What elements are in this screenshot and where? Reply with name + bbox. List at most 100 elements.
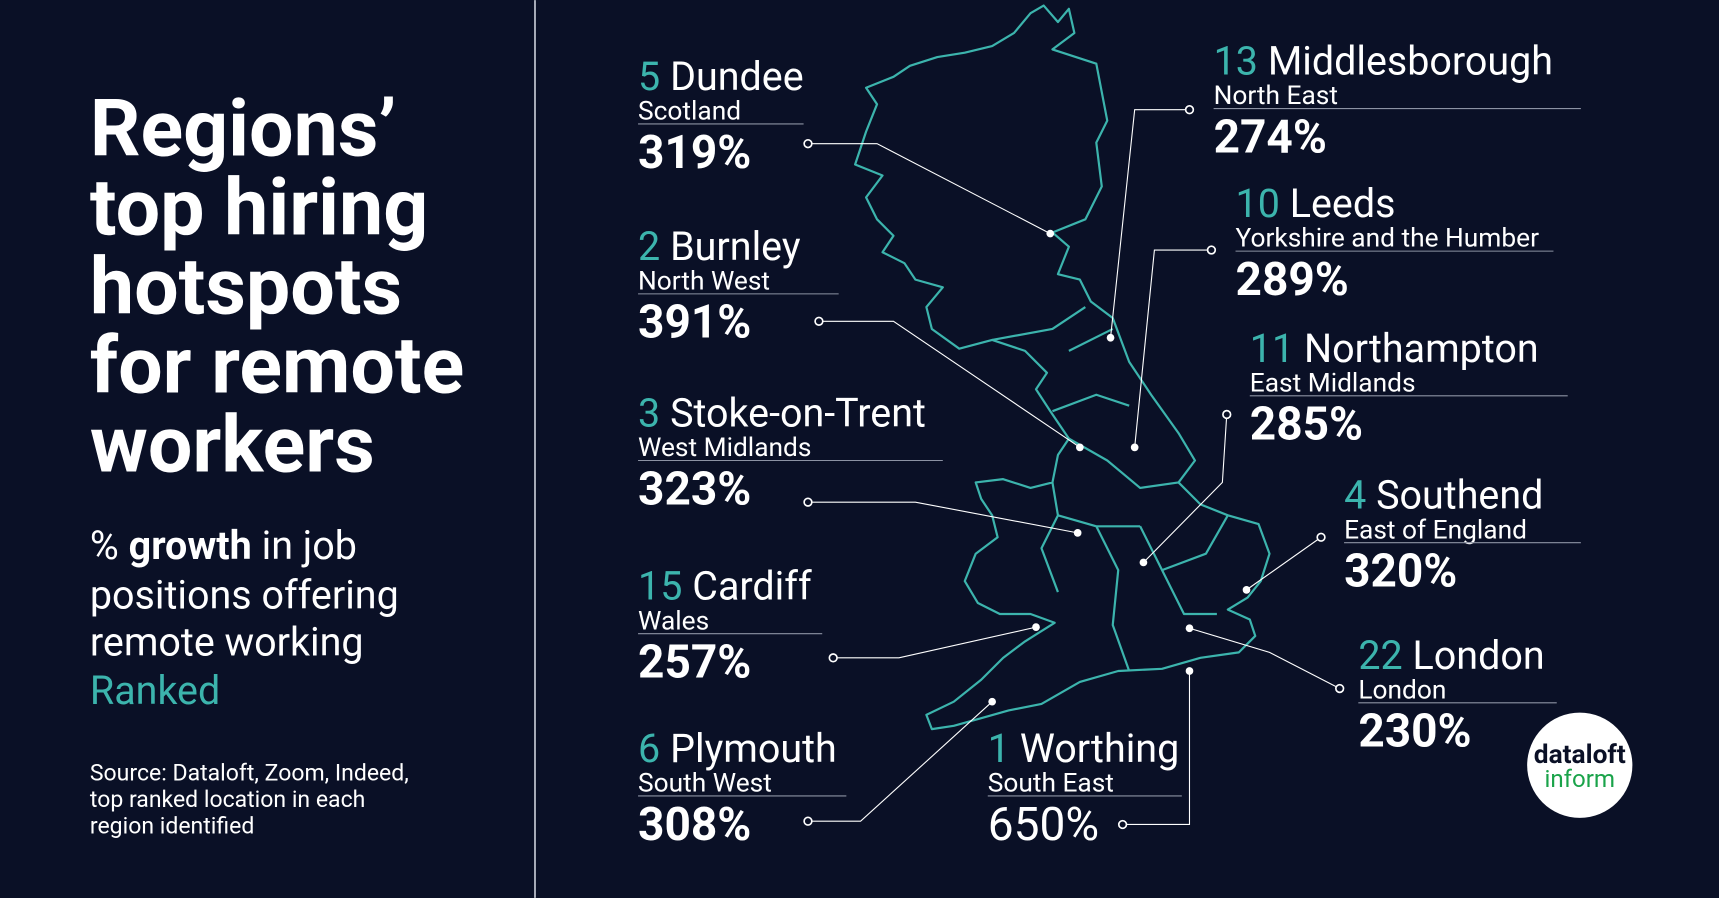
leader-line [1122, 671, 1191, 826]
rank: 5 [638, 53, 660, 100]
city: London [1413, 632, 1545, 679]
subtitle-line: % growth in job [90, 522, 357, 569]
growth: 230% [1358, 705, 1471, 759]
location-dot [1185, 624, 1194, 633]
rank: 11 [1250, 325, 1294, 372]
subtitle-text: in job [262, 522, 357, 569]
location-name: 1 Worthing [988, 725, 1179, 772]
growth: 289% [1236, 253, 1349, 307]
location-dot [1185, 667, 1194, 675]
region: North East [1214, 81, 1338, 111]
logo-circle [1527, 712, 1633, 818]
region: East Midlands [1250, 368, 1416, 398]
subtitle-line: positions offering [90, 572, 399, 619]
title-line: for remote [90, 321, 464, 413]
source-line: top ranked location in each [90, 786, 365, 813]
location-name: 15 Cardiff [638, 563, 812, 610]
source-line: Source: Dataloft, Zoom, Indeed, [90, 760, 409, 787]
rank: 4 [1344, 472, 1366, 519]
location-name: 5 Dundee [638, 53, 804, 100]
leader-dot [1184, 105, 1195, 115]
coastline [854, 4, 1271, 731]
leader-line [818, 320, 1081, 448]
leader-line [833, 626, 1037, 659]
uk-map [854, 4, 1271, 731]
region: South West [638, 769, 772, 799]
region: North West [638, 266, 770, 296]
subtitle-prefix: % [90, 522, 119, 569]
growth: 308% [638, 798, 751, 852]
location-name: 11 Northampton [1250, 325, 1539, 372]
region: Yorkshire and the Humber [1236, 224, 1540, 254]
leader-dot [803, 139, 813, 149]
city: Dundee [670, 53, 804, 100]
location-name: 2 Burnley [638, 223, 801, 270]
city: Burnley [670, 223, 801, 270]
leader-dot [803, 497, 813, 507]
region: South East [988, 769, 1114, 799]
leader-line [1143, 414, 1228, 563]
city: Leeds [1290, 180, 1396, 227]
subtitle-line: remote working [90, 619, 364, 666]
leader-dot [1117, 819, 1128, 830]
rank: 6 [638, 725, 660, 772]
growth: 323% [638, 462, 751, 516]
growth: 274% [1214, 110, 1327, 164]
location-dot [1106, 333, 1115, 342]
logo-bottom: inform [1544, 765, 1615, 793]
leader-line [1134, 249, 1212, 448]
location-dot [1046, 229, 1055, 238]
leader-dot [1335, 683, 1345, 694]
leader-dot [1316, 532, 1326, 542]
growth: 257% [638, 636, 751, 690]
leader-line [807, 501, 1078, 534]
location-name: 10 Leeds [1236, 180, 1396, 227]
growth: 285% [1250, 398, 1363, 452]
source: Source: Dataloft, Zoom, Indeed, top rank… [90, 760, 409, 840]
location-dot [1076, 443, 1084, 452]
leader-dot [814, 316, 824, 326]
subtitle-bold: growth [129, 522, 252, 569]
location-dot [1032, 623, 1040, 631]
title: Regions’ top hiring hotspots for remote … [90, 84, 464, 492]
growth: 391% [638, 296, 751, 350]
leader-line [807, 143, 1051, 235]
rank: 10 [1236, 180, 1280, 227]
title-line: workers [90, 399, 375, 491]
city: Stoke-on-Trent [670, 390, 926, 437]
region-border [991, 306, 1229, 672]
leader-dot [1222, 409, 1232, 420]
city: Worthing [1020, 725, 1179, 772]
location-dot [988, 697, 996, 706]
location-name: 3 Stoke-on-Trent [638, 390, 926, 437]
region: Wales [638, 606, 709, 636]
growth: 320% [1344, 545, 1457, 599]
title-line: hotspots [90, 242, 402, 334]
leader-dot [803, 816, 813, 826]
location-dot [1242, 586, 1251, 594]
title-line: top hiring [90, 163, 428, 255]
leader-dot [1206, 245, 1217, 255]
growth: 319% [638, 126, 751, 180]
logo-top: dataloft [1534, 740, 1626, 770]
leader-line [807, 701, 993, 822]
rank: 1 [988, 725, 1010, 772]
growth: 650% [988, 798, 1099, 852]
rank: 22 [1358, 632, 1402, 679]
leader-dot [828, 653, 838, 663]
city: Plymouth [670, 725, 837, 772]
city: Middlesborough [1268, 38, 1553, 85]
rank: 13 [1214, 38, 1258, 85]
rank: 15 [638, 563, 682, 610]
region: East of England [1344, 515, 1527, 545]
location-dot [1130, 443, 1139, 452]
